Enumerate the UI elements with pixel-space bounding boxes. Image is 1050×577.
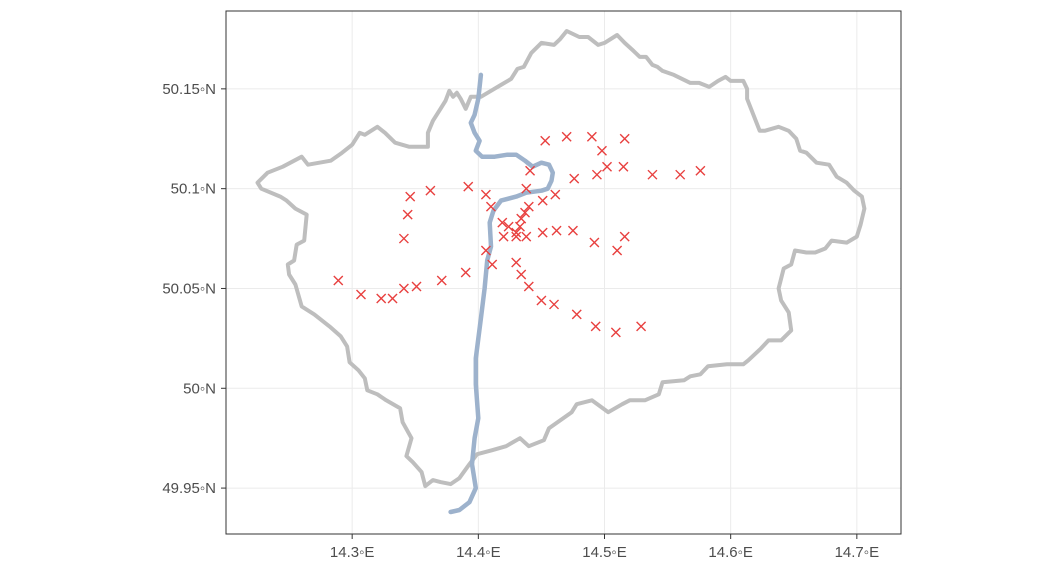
station-marker [402,209,413,220]
station-marker [537,227,548,238]
station-marker [540,135,551,146]
station-marker [523,201,534,212]
station-marker [487,259,498,270]
station-marker [586,131,597,142]
station-marker [591,169,602,180]
station-marker [610,327,621,338]
station-marker [498,231,509,242]
y-tick-label: 50◦N [183,380,216,397]
station-marker [425,185,436,196]
station-marker [460,267,471,278]
station-marker [516,269,527,280]
station-marker [514,221,525,232]
station-marker [333,275,344,286]
station-marker [567,225,578,236]
station-marker [516,213,527,224]
x-tick-label: 14.6◦E [708,544,753,561]
station-marker [520,207,531,218]
station-marker [523,281,534,292]
grid-lines [226,11,901,534]
station-marker [537,195,548,206]
station-marker [602,161,613,172]
station-marker [590,321,601,332]
y-axis: 49.95◦N 50◦N 50.05◦N 50.1◦N 50.15◦N [162,81,226,497]
river-layer [448,72,556,515]
station-marker [571,309,582,320]
station-marker [619,231,630,242]
station-marker [550,189,561,200]
station-marker [436,275,447,286]
station-marker [376,293,387,304]
city-boundary [255,29,867,489]
x-tick-label: 14.4◦E [456,544,501,561]
x-tick-label: 14.3◦E [330,544,375,561]
station-marker [618,161,629,172]
station-marker [569,173,580,184]
station-marker [497,217,508,228]
station-marker [589,237,600,248]
station-marker [485,201,496,212]
station-marker [612,245,623,256]
station-marker [398,233,409,244]
station-marker [356,289,366,300]
station-marker [521,183,532,194]
station-marker [503,221,514,232]
station-marker [549,299,560,310]
x-axis: 14.3◦E 14.4◦E 14.5◦E 14.6◦E 14.7◦E [330,534,879,561]
station-marker [551,225,562,236]
station-marker [695,165,706,176]
y-tick-label: 50.15◦N [162,81,216,98]
station-marker [636,321,647,332]
y-tick-label: 50.1◦N [171,181,216,198]
station-marker [463,181,474,192]
station-marker [525,165,536,176]
station-marker [511,257,522,268]
station-marker [521,231,532,242]
station-marker [536,295,547,306]
station-marker [387,293,398,304]
station-marker [561,131,572,142]
y-tick-label: 50.05◦N [162,280,216,297]
station-marker [675,169,686,180]
city-boundary-layer [255,29,867,489]
station-marker [596,145,607,156]
station-marker [411,281,422,292]
station-marker [511,227,522,238]
station-marker [480,189,491,200]
y-tick-label: 49.95◦N [162,480,216,497]
stations-layer [333,131,706,338]
station-marker [511,231,522,242]
station-marker [405,191,416,202]
station-marker [619,133,630,144]
river-line [448,72,556,515]
panel-border [225,10,902,535]
station-marker [647,169,658,180]
x-tick-label: 14.5◦E [582,544,627,561]
x-tick-label: 14.7◦E [835,544,880,561]
station-marker [398,283,409,294]
station-marker [480,245,491,256]
